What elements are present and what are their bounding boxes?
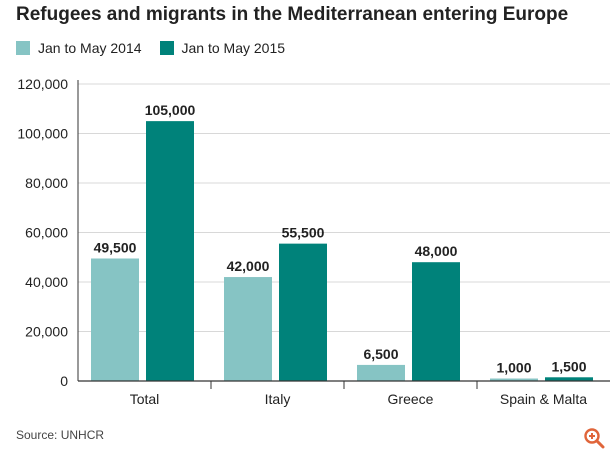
bar-2015	[545, 377, 593, 381]
legend-label-2015: Jan to May 2015	[181, 40, 286, 56]
x-tick-label: Total	[130, 391, 160, 407]
x-tick-label: Greece	[388, 391, 434, 407]
legend-label-2014: Jan to May 2014	[38, 40, 142, 56]
data-label: 42,000	[227, 258, 270, 274]
legend-swatch-2015	[159, 41, 174, 55]
y-tick-label: 40,000	[25, 274, 68, 290]
data-label: 1,500	[551, 358, 586, 374]
chart-legend: Jan to May 2014 Jan to May 2015	[16, 40, 303, 56]
bar-2015	[146, 121, 194, 381]
bar-2015	[279, 243, 327, 381]
data-label: 55,500	[282, 225, 325, 241]
bar-2014	[357, 364, 405, 381]
bar-2015	[412, 262, 460, 381]
y-tick-label: 80,000	[25, 175, 68, 191]
chart-title: Refugees and migrants in the Mediterrane…	[16, 4, 569, 25]
source-note: Source: UNHCR	[16, 428, 105, 442]
data-label: 48,000	[415, 243, 458, 259]
bar-2014	[490, 378, 538, 381]
zoom-in-icon[interactable]	[583, 427, 605, 449]
y-tick-label: 60,000	[25, 225, 68, 241]
legend-item-2014: Jan to May 2014	[16, 40, 142, 56]
legend-swatch-2014	[16, 41, 30, 55]
y-tick-label: 100,000	[17, 126, 68, 142]
x-tick-label: Italy	[265, 391, 291, 407]
data-label: 105,000	[145, 102, 196, 118]
data-label: 6,500	[363, 346, 398, 362]
y-tick-label: 120,000	[17, 76, 68, 92]
y-tick-label: 20,000	[25, 324, 68, 340]
data-label: 1,000	[496, 360, 531, 376]
data-label: 49,500	[94, 239, 137, 255]
bar-2014	[91, 258, 139, 381]
bar-2014	[224, 277, 272, 381]
legend-item-2015: Jan to May 2015	[159, 40, 286, 56]
x-tick-label: Spain & Malta	[500, 391, 587, 407]
y-tick-label: 0	[60, 373, 68, 389]
